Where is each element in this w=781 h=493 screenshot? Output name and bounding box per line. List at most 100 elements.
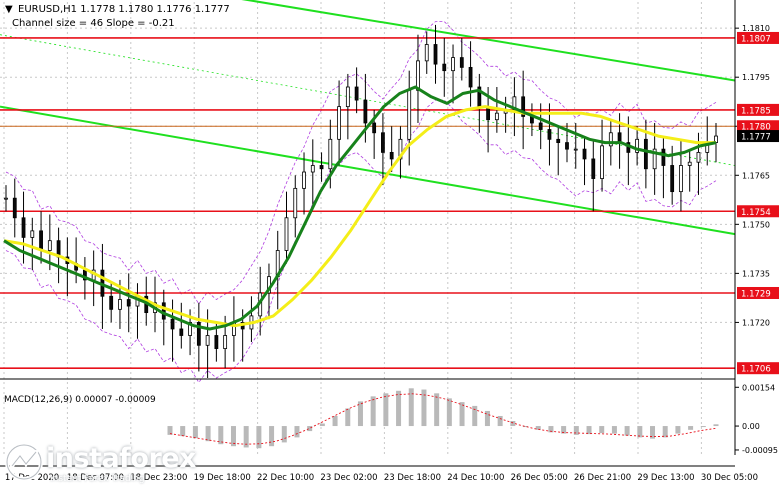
candle-body (643, 138, 648, 170)
macd-histogram-bar (675, 426, 681, 434)
time-tick-label: 23 Dec 02:00 (320, 473, 377, 483)
candle-body (556, 138, 561, 143)
price-tick-label: 1.1810 (742, 24, 770, 33)
candle-body (126, 299, 131, 307)
candle-body (494, 112, 499, 121)
candle-body (635, 138, 640, 153)
candle-body (670, 165, 675, 193)
macd-tick-label: 0.00 (742, 422, 760, 431)
macd-histogram-bar (218, 426, 224, 445)
macd-histogram-bar (599, 426, 605, 434)
candle-body (47, 240, 52, 251)
candle-body (214, 335, 219, 349)
macd-histogram-bar (434, 393, 440, 427)
macd-histogram-bar (548, 426, 554, 433)
macd-histogram-bar (332, 415, 338, 427)
candle-body (205, 335, 210, 346)
time-tick-label: 29 Dec 13:00 (637, 473, 694, 483)
candle-body (661, 148, 666, 166)
macd-histogram-bar (459, 402, 465, 427)
symbol-info: EURUSD,H1 1.1778 1.1780 1.1776 1.1777 (18, 4, 230, 15)
level-price-tag (737, 120, 779, 133)
macd-histogram-bar (345, 408, 351, 427)
candle-body (161, 302, 166, 320)
candle-body (652, 148, 657, 170)
macd-histogram-bar (688, 426, 694, 430)
level-price-tag (737, 130, 779, 143)
instaforex-logo-icon (5, 443, 43, 481)
candle-body (416, 60, 420, 91)
macd-histogram-bar (713, 424, 719, 427)
symbol-dropdown-icon[interactable]: ▼ (5, 4, 13, 15)
level-price-tag (737, 205, 779, 218)
level-price-tag (737, 103, 779, 116)
macd-histogram-bar (294, 426, 300, 438)
candle-body (696, 151, 701, 163)
macd-histogram-bar (510, 421, 516, 427)
candle-body (223, 335, 228, 349)
macd-histogram-bar (307, 426, 313, 432)
candle-body (319, 165, 324, 170)
time-tick-label: 23 Dec 18:00 (384, 473, 441, 483)
macd-histogram-bar (535, 426, 541, 430)
level-price-label: 1.1785 (741, 106, 771, 116)
fast-moving-average-line (3, 85, 717, 331)
macd-histogram-bar (357, 401, 363, 427)
price-tick-label: 1.1795 (742, 73, 770, 82)
candle-body (345, 86, 350, 108)
macd-tick-label: 0.00154 (742, 383, 775, 392)
macd-histogram-bar (472, 405, 478, 427)
candle-body (179, 328, 184, 336)
macd-tick-label: -0.00095 (742, 446, 778, 455)
macd-histogram-bar (611, 426, 617, 434)
candle-body (381, 132, 385, 153)
macd-histogram-bar (180, 426, 186, 437)
candle-body (442, 63, 447, 72)
candle-body (30, 230, 35, 238)
macd-histogram-bar (484, 410, 490, 427)
macd-histogram-bar (396, 390, 402, 427)
macd-histogram-bar (637, 426, 643, 438)
candle-body (565, 142, 569, 150)
candle-body (21, 217, 26, 238)
price-tick-label: 1.1750 (742, 220, 770, 229)
candle-body (118, 299, 122, 310)
macd-histogram-bar (192, 426, 198, 439)
slow-moving-average-line (3, 105, 716, 328)
price-tick-label: 1.1735 (742, 269, 770, 278)
macd-histogram-bar (205, 426, 211, 442)
candle-body (310, 165, 315, 173)
candle-body (687, 161, 692, 166)
brand-name: instaforex (46, 443, 197, 474)
macd-histogram-bar (561, 426, 567, 434)
time-tick-label: 19 Dec 18:00 (194, 473, 251, 483)
macd-label: MACD(12,26,9) 0.00007 -0.00009 (4, 395, 156, 405)
macd-histogram-bar (230, 426, 236, 447)
macd-histogram-bar (319, 423, 325, 427)
macd-histogram-bar (700, 426, 706, 428)
candle-body (679, 165, 683, 193)
level-price-tag (737, 362, 779, 375)
macd-histogram-bar (497, 415, 503, 427)
candle-body (451, 57, 455, 72)
macd-histogram-bar (446, 398, 452, 427)
time-tick-label: 18 Dec 07:00 (67, 473, 124, 483)
macd-histogram-bar (421, 389, 427, 427)
level-price-label: 1.1729 (741, 289, 771, 299)
lower-channel-line (0, 105, 736, 236)
level-price-label: 1.1777 (741, 133, 771, 143)
candle-body (170, 318, 175, 330)
candle-body (407, 89, 412, 140)
lower-envelope-line (5, 99, 717, 384)
upper-envelope-line (5, 21, 717, 305)
candle-body (363, 99, 368, 124)
macd-histogram-bar (383, 393, 389, 427)
candle-body (328, 138, 333, 170)
candle-body (398, 138, 403, 160)
brand-tagline: Instant Forex Trading (50, 474, 145, 484)
candle-body (424, 44, 429, 62)
macd-histogram-bar (586, 426, 592, 435)
candle-body (39, 230, 43, 251)
